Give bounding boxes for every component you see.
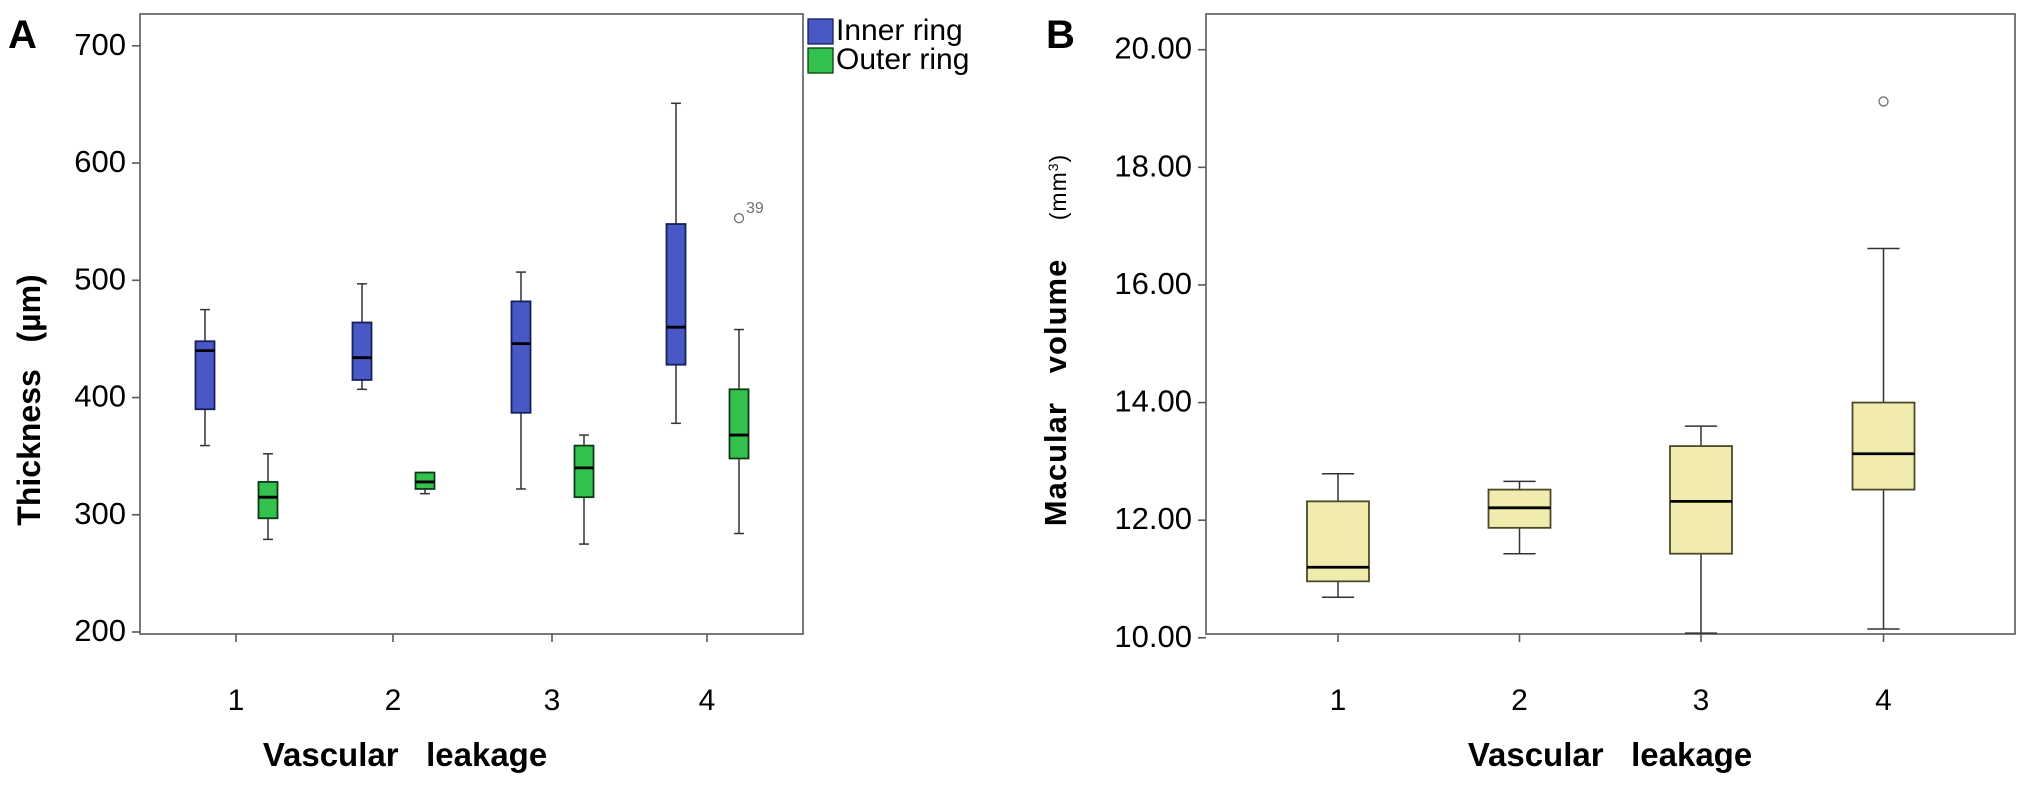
svg-text:10.00: 10.00 bbox=[1114, 619, 1192, 654]
svg-text:2: 2 bbox=[1511, 684, 1528, 717]
svg-text:16.00: 16.00 bbox=[1114, 266, 1192, 301]
svg-text:200: 200 bbox=[74, 613, 126, 648]
svg-text:Thickness (µm): Thickness (µm) bbox=[11, 274, 47, 525]
svg-text:Outer ring: Outer ring bbox=[836, 43, 969, 76]
svg-text:1: 1 bbox=[1330, 684, 1347, 717]
svg-text:A: A bbox=[8, 13, 37, 57]
svg-text:4: 4 bbox=[699, 684, 716, 717]
svg-text:3: 3 bbox=[544, 684, 561, 717]
svg-text:500: 500 bbox=[74, 261, 126, 296]
svg-text:B: B bbox=[1046, 13, 1075, 57]
svg-text:300: 300 bbox=[74, 496, 126, 531]
svg-text:4: 4 bbox=[1875, 684, 1892, 717]
svg-text:18.00: 18.00 bbox=[1114, 148, 1192, 183]
svg-text:1: 1 bbox=[228, 684, 245, 717]
svg-text:600: 600 bbox=[74, 144, 126, 179]
svg-text:20.00: 20.00 bbox=[1114, 31, 1192, 66]
svg-text:Vascular leakage: Vascular leakage bbox=[263, 736, 547, 773]
svg-text:3: 3 bbox=[1693, 684, 1710, 717]
svg-text:14.00: 14.00 bbox=[1114, 384, 1192, 419]
svg-text:Vascular leakage: Vascular leakage bbox=[1468, 736, 1752, 773]
svg-text:2: 2 bbox=[385, 684, 402, 717]
svg-text:39: 39 bbox=[746, 200, 764, 217]
svg-text:12.00: 12.00 bbox=[1114, 501, 1192, 536]
svg-text:700: 700 bbox=[74, 27, 126, 62]
svg-text:400: 400 bbox=[74, 379, 126, 414]
